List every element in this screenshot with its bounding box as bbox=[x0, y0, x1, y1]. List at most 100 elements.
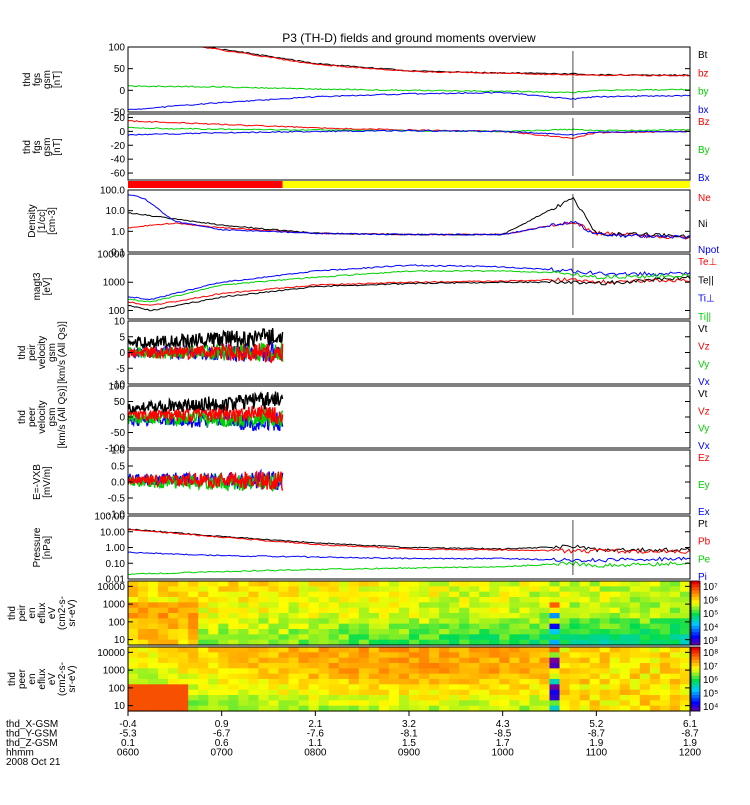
spec-cell bbox=[368, 591, 380, 598]
spec-cell bbox=[198, 634, 209, 641]
spec-cell bbox=[328, 684, 340, 691]
spec-cell bbox=[128, 618, 139, 625]
spec-cell bbox=[679, 663, 691, 669]
spec-cell bbox=[629, 657, 641, 664]
spec-cell bbox=[519, 597, 531, 603]
spec-cell bbox=[298, 663, 310, 669]
spec-cell bbox=[368, 673, 380, 680]
spec-cell bbox=[639, 652, 651, 659]
legend-label: Ti⊥ bbox=[698, 294, 715, 305]
spec-cell bbox=[459, 618, 470, 625]
spec-cell bbox=[649, 652, 661, 659]
spec-cell bbox=[509, 634, 520, 641]
spec-cell bbox=[318, 673, 330, 680]
spec-cell bbox=[509, 613, 520, 619]
spec-cell bbox=[499, 607, 510, 614]
spec-cell bbox=[469, 586, 480, 593]
spec-cell bbox=[639, 689, 651, 696]
series-line-vz bbox=[127, 342, 284, 364]
spec-cell bbox=[449, 700, 460, 707]
spec-cell bbox=[519, 652, 531, 659]
spec-cell bbox=[559, 613, 571, 619]
spec-cell bbox=[539, 673, 551, 680]
spec-cell bbox=[479, 657, 490, 664]
spec-cell bbox=[358, 618, 370, 625]
spec-cell bbox=[449, 647, 460, 653]
spec-cell bbox=[529, 597, 541, 603]
spec-cell bbox=[619, 652, 631, 659]
colorbar-step bbox=[691, 609, 700, 614]
spec-cell bbox=[298, 652, 310, 659]
spec-cell bbox=[679, 679, 691, 685]
spec-cell bbox=[479, 663, 490, 669]
spec-cell bbox=[509, 597, 520, 603]
spec-cell bbox=[168, 684, 179, 691]
spec-cell bbox=[368, 705, 380, 712]
spec-cell bbox=[449, 652, 460, 659]
spec-cell bbox=[218, 623, 229, 630]
spec-cell bbox=[609, 689, 621, 696]
spec-cell bbox=[308, 586, 320, 593]
spec-cell bbox=[368, 684, 380, 691]
spec-cell bbox=[539, 679, 551, 685]
spec-cell bbox=[529, 618, 541, 625]
spec-cell bbox=[138, 668, 149, 675]
y-axis-label-line: en bbox=[27, 607, 38, 618]
spec-cell bbox=[258, 597, 270, 603]
spec-cell bbox=[409, 639, 420, 646]
spec-cell bbox=[348, 689, 360, 696]
spec-cell bbox=[589, 700, 601, 707]
spec-cell bbox=[378, 613, 390, 619]
spec-cell bbox=[659, 668, 671, 675]
spec-cell bbox=[489, 657, 500, 664]
spec-cell bbox=[348, 607, 360, 614]
spec-cell bbox=[378, 581, 390, 587]
spec-cell bbox=[148, 634, 159, 641]
spec-cell bbox=[308, 679, 320, 685]
spec-cell bbox=[338, 586, 350, 593]
spec-cell bbox=[459, 679, 470, 685]
spec-cell bbox=[258, 581, 270, 587]
legend-label: Pe bbox=[698, 554, 711, 565]
spec-cell bbox=[138, 639, 149, 646]
spec-cell bbox=[258, 629, 270, 635]
spec-cell bbox=[148, 652, 159, 659]
spec-cell bbox=[459, 591, 470, 598]
spec-cell bbox=[619, 673, 631, 680]
spec-cell bbox=[459, 647, 470, 653]
spec-cell bbox=[539, 652, 551, 659]
spec-cell bbox=[449, 663, 460, 669]
spec-cell bbox=[569, 634, 581, 641]
spec-cell bbox=[639, 700, 651, 707]
spec-cell bbox=[429, 679, 440, 685]
spec-cell bbox=[629, 607, 641, 614]
spec-cell bbox=[419, 657, 430, 664]
spec-cell bbox=[469, 673, 480, 680]
spec-cell bbox=[479, 581, 490, 587]
spec-cell bbox=[148, 705, 159, 712]
spec-cell bbox=[529, 705, 541, 712]
spec-cell bbox=[539, 602, 551, 609]
spec-cell bbox=[168, 634, 179, 641]
spec-cell bbox=[559, 684, 571, 691]
y-axis-label-line: thd bbox=[7, 606, 18, 620]
spec-cell bbox=[228, 613, 239, 619]
spec-cell bbox=[258, 623, 270, 630]
y-axis-label-line: peer bbox=[17, 668, 28, 689]
spec-cell bbox=[398, 657, 410, 664]
spec-cell bbox=[358, 597, 370, 603]
y-tick-label: -10 bbox=[111, 380, 126, 391]
spec-cell bbox=[539, 634, 551, 641]
spec-cell bbox=[348, 673, 360, 680]
spec-cell bbox=[629, 597, 641, 603]
spec-cell bbox=[419, 695, 430, 701]
spec-cell bbox=[519, 657, 531, 664]
bottom-axis-group: thd_X-GSM -0.4 0.9 2.1 3.2 4.3 5.2 6.1thd_Y-GSM… bbox=[6, 711, 702, 768]
spec-cell bbox=[549, 586, 561, 593]
legend-label: Ey bbox=[698, 480, 710, 491]
spec-cell bbox=[519, 700, 531, 707]
spec-cell bbox=[158, 586, 169, 593]
spec-cell bbox=[358, 607, 370, 614]
y-tick-label: 1.00 bbox=[106, 543, 126, 554]
